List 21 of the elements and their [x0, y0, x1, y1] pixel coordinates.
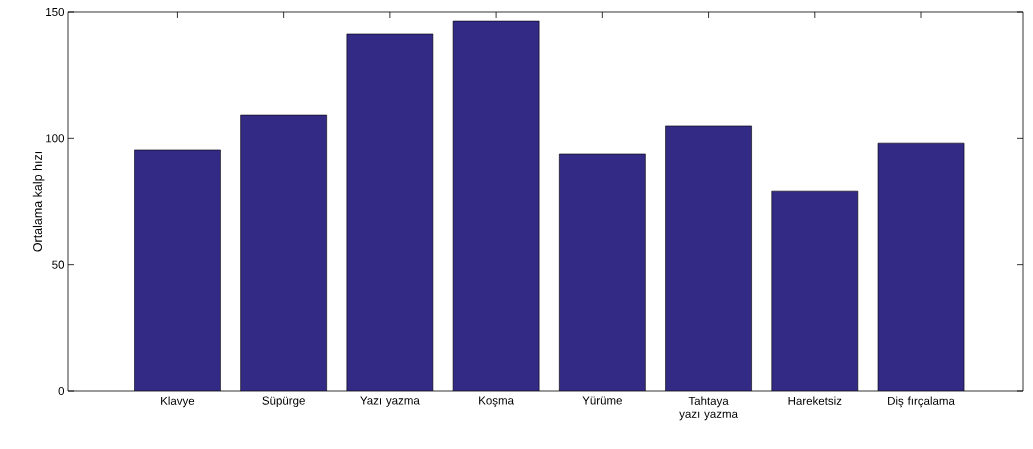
x-tick-label: Yürüme [582, 396, 622, 405]
y-axis-title: Ortalama kalp hızı [32, 151, 45, 252]
bar [240, 115, 327, 391]
bar [877, 142, 965, 391]
bar [559, 154, 646, 391]
y-tick-label: 0 [58, 386, 65, 396]
bar [771, 191, 858, 391]
x-tick-label: Klavye [161, 396, 195, 408]
x-tick-label: Süpürge [262, 396, 305, 407]
x-tick-label: Tahtaya yazı yazma [679, 396, 738, 421]
x-tick-label: Hareketsiz [788, 396, 842, 405]
x-tick-label: Koşma [479, 396, 514, 407]
bar [665, 125, 752, 391]
bar [453, 21, 540, 391]
bar [346, 33, 433, 391]
x-tick-label: Diş fırçalama [888, 396, 955, 408]
bar [134, 149, 221, 391]
x-tick-label: Yazı yazma [360, 396, 420, 407]
y-tick-label: 100 [46, 134, 65, 143]
y-tick-label: 50 [52, 260, 65, 269]
y-tick-label: 150 [46, 7, 65, 17]
